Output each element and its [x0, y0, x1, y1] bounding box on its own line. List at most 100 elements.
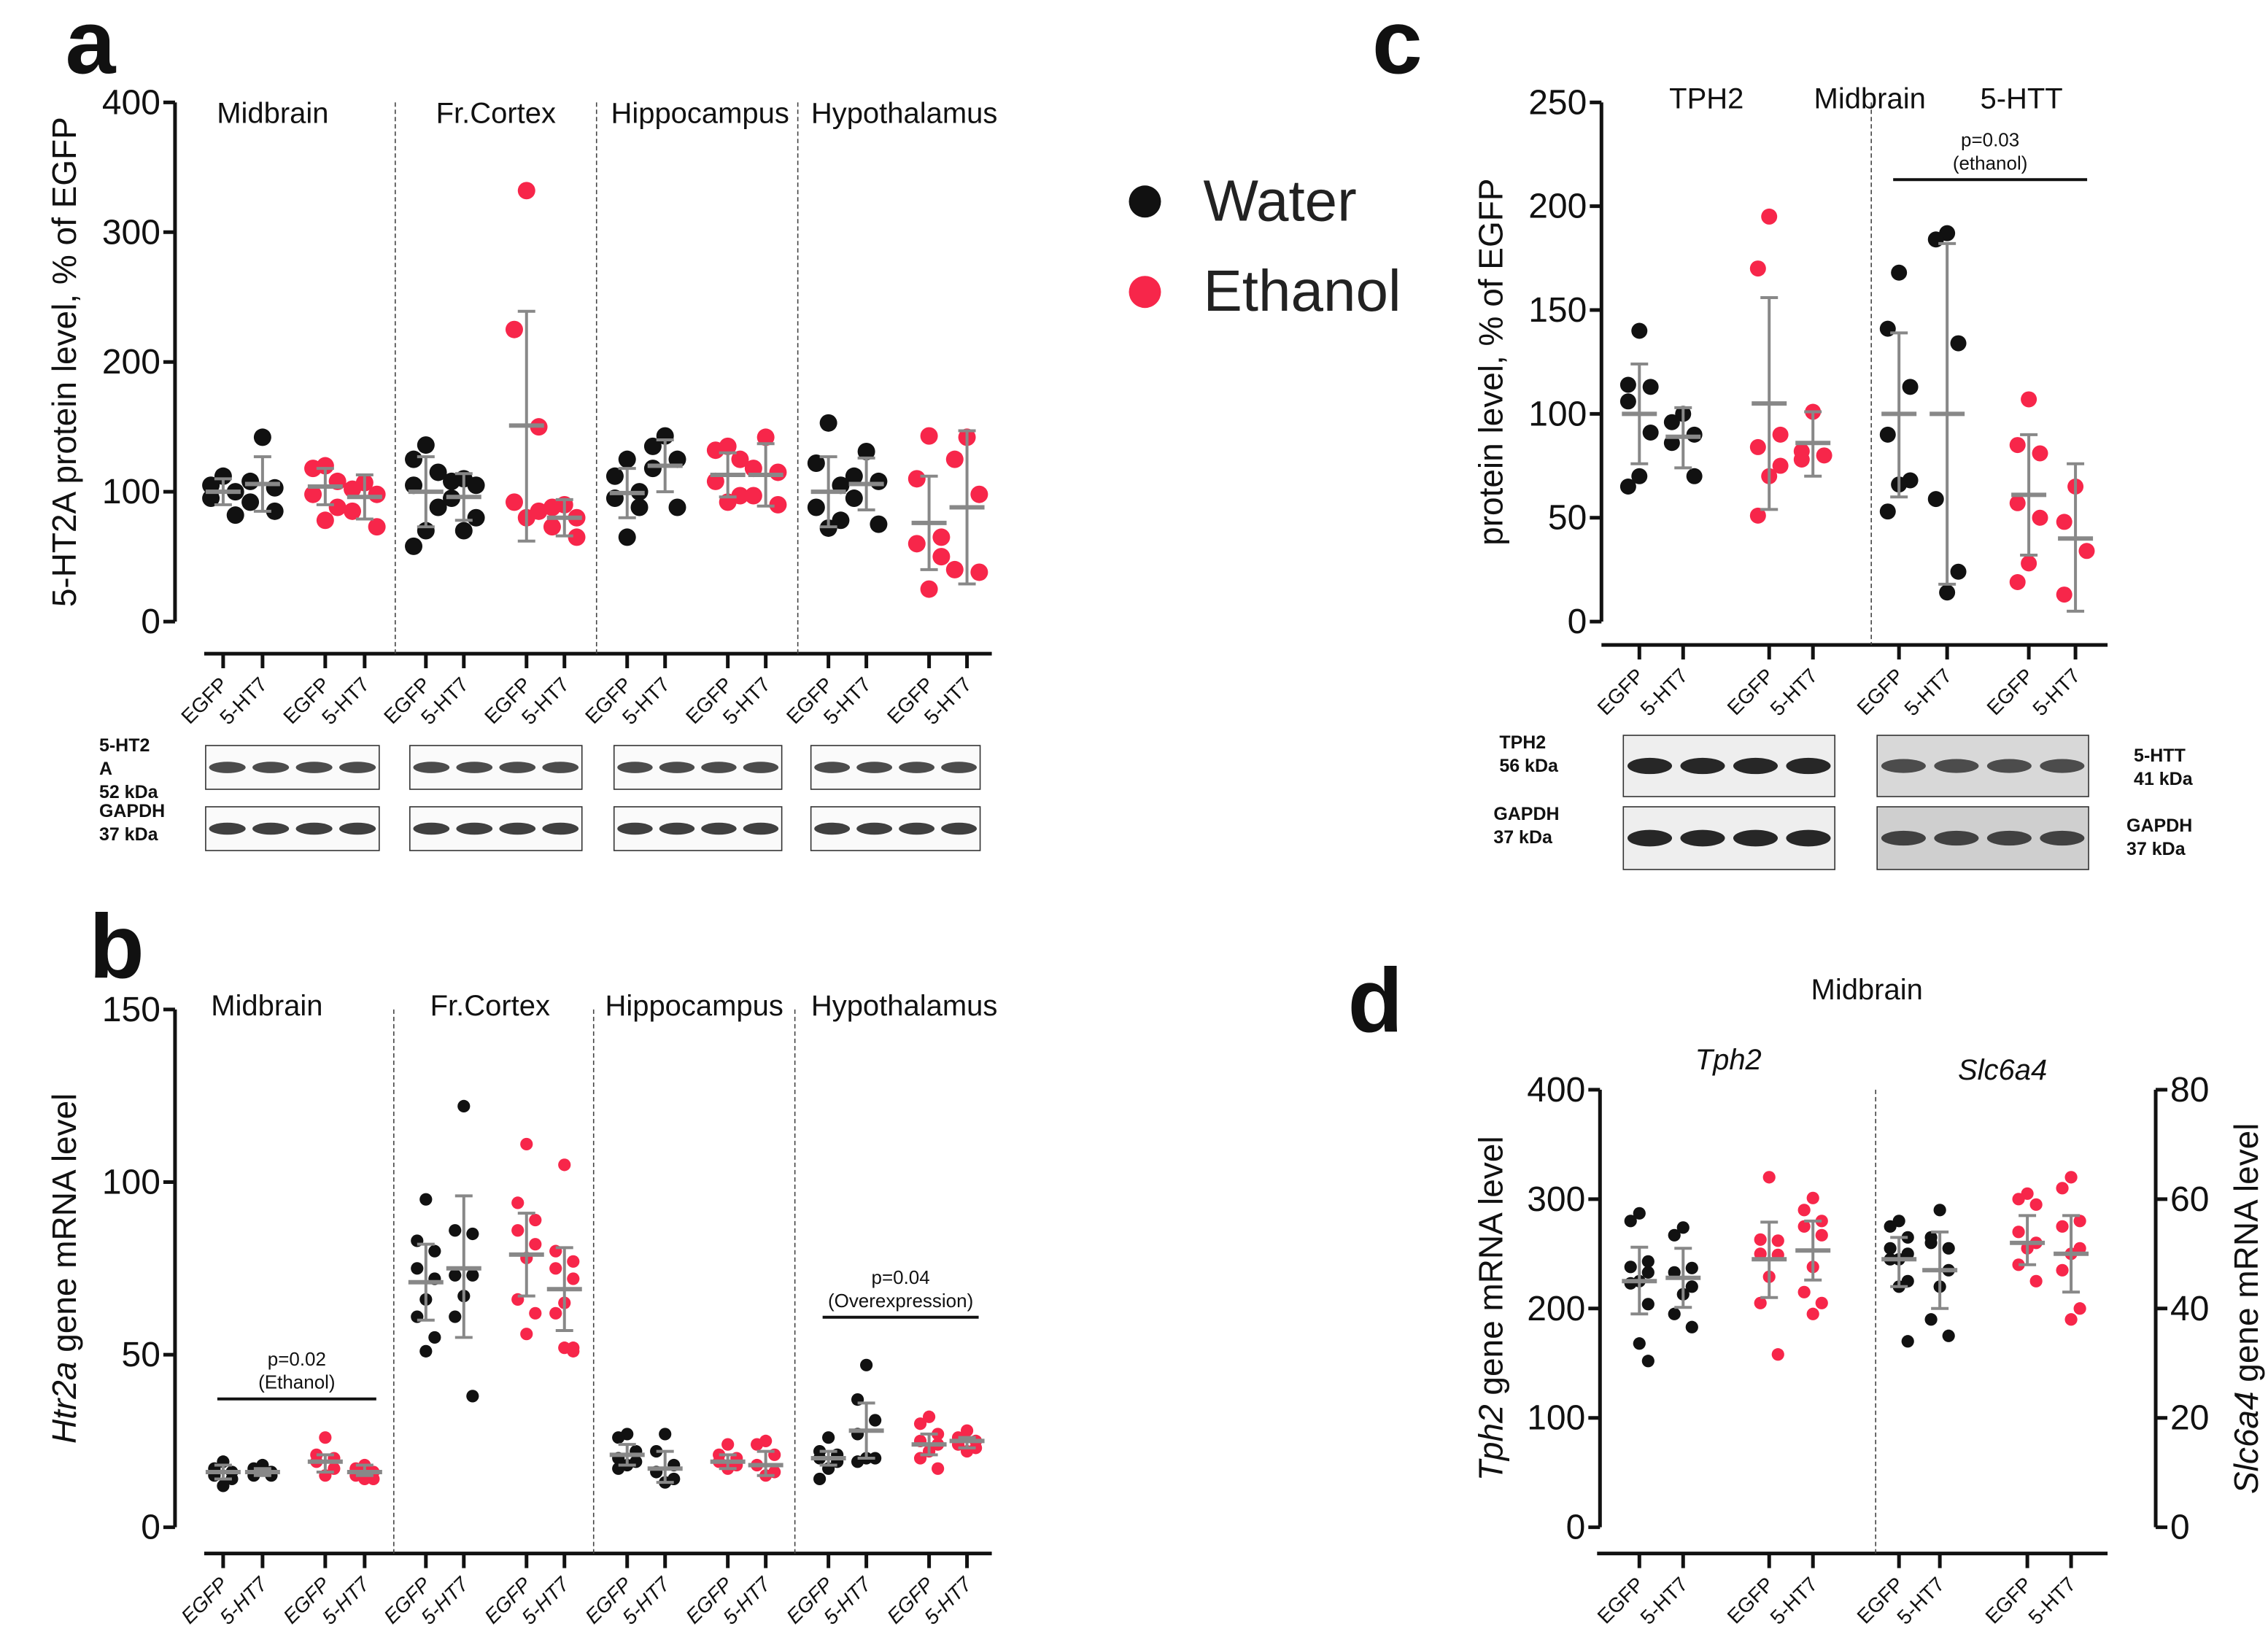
data-point [466, 1390, 479, 1403]
data-point [869, 1452, 882, 1465]
p-value-note: (Overexpression) [828, 1290, 973, 1312]
data-point [2009, 573, 2026, 590]
y-tick-label: 250 [1528, 83, 1587, 122]
p-value-note: (Ethanol) [258, 1371, 335, 1393]
protein-band [743, 822, 779, 835]
data-point [1933, 1204, 1946, 1217]
data-point [1950, 335, 1967, 352]
data-point [1927, 491, 1944, 508]
blot-strip [810, 745, 981, 790]
data-point [1901, 1335, 1914, 1348]
data-point [344, 480, 362, 498]
protein-band [339, 822, 376, 835]
data-point [1631, 322, 1648, 339]
protein-band [856, 762, 893, 773]
y-tick-label: 400 [102, 83, 160, 122]
p-value-label: p=0.02 [268, 1348, 326, 1370]
protein-band [209, 762, 246, 773]
blot-label: GAPDH [1493, 804, 1559, 824]
group-ethanol-5-ht7: 5-HT7 [1766, 403, 1832, 720]
data-point [316, 511, 334, 530]
blot-strip [810, 806, 981, 851]
data-point [428, 1244, 441, 1258]
data-point [731, 450, 749, 468]
data-point [643, 460, 662, 478]
blot-label: 5-HTT [2134, 746, 2186, 766]
y-tick-label: 0 [1566, 1509, 1586, 1547]
panel-letter: b [89, 897, 144, 997]
data-point [529, 1213, 542, 1227]
y-axis-label-gene: Tph2 [1471, 1404, 1509, 1481]
data-point [1815, 1296, 1828, 1309]
data-point [466, 1227, 479, 1241]
data-point [2064, 1313, 2078, 1326]
y-axis-label-text: gene mRNA level [1471, 1136, 1509, 1404]
p-value-label: p=0.04 [872, 1266, 930, 1288]
data-point [304, 485, 322, 503]
protein-band [1881, 830, 1926, 846]
data-point [659, 1428, 672, 1441]
group-water-egfp: EGFP [581, 450, 649, 728]
x-tick-label: EGFP [1593, 1573, 1649, 1628]
data-point [457, 1099, 471, 1113]
y-tick-label: 200 [102, 343, 160, 382]
data-point [1806, 1307, 1819, 1320]
protein-band [499, 822, 536, 835]
protein-band [701, 822, 737, 835]
data-point [2056, 514, 2072, 530]
protein-band [856, 822, 893, 835]
data-point [1806, 1191, 1819, 1204]
western-blots: TPH2 56 kDa GAPDH 37 kDa 5-HTT 41 kDa GAPDH 37 … [1493, 732, 2194, 870]
data-point [505, 320, 523, 338]
x-tick-label: 5-HT7 [2024, 1573, 2080, 1629]
data-point [443, 472, 460, 490]
region-title: Midbrain [211, 990, 322, 1022]
legend-water-marker [1129, 185, 1161, 218]
data-point [706, 441, 724, 460]
data-point [2009, 495, 2026, 511]
y-tick-label-right: 0 [2170, 1509, 2190, 1547]
data-point [920, 427, 938, 445]
data-point [253, 428, 271, 446]
data-point [845, 467, 863, 485]
data-point [467, 508, 485, 527]
panel-letter: c [1372, 0, 1423, 93]
group-water-5-ht7: 5-HT7 [1636, 406, 1703, 720]
data-point [558, 1158, 571, 1172]
blot-label: 52 kDa [99, 782, 159, 802]
y-tick-label: 0 [141, 603, 160, 641]
y-tick-label: 200 [1527, 1290, 1585, 1328]
protein-band [295, 822, 333, 835]
data-point [520, 1328, 533, 1341]
x-tick-label: EGFP [1981, 1573, 2037, 1628]
data-point [1771, 1234, 1784, 1247]
blot-label: 37 kDa [1493, 827, 1553, 848]
x-tick-label: 5-HT7 [1636, 1573, 1692, 1629]
data-point [1624, 1261, 1637, 1274]
protein-band [339, 762, 376, 773]
data-point [1663, 414, 1680, 430]
data-point [1772, 457, 1789, 474]
y-tick-label: 100 [102, 1163, 160, 1202]
group-ethanol-egfp: EGFP [480, 182, 548, 728]
protein-band [1680, 757, 1725, 775]
data-point [932, 1428, 945, 1441]
data-point [1884, 1220, 1897, 1233]
blot-label: GAPDH [2126, 816, 2192, 836]
data-point [405, 450, 423, 468]
group-water-egfp: EGFP [379, 436, 447, 728]
blot-strip [409, 806, 583, 851]
group-ethanol-egfp: EGFP [1983, 391, 2048, 719]
data-point [428, 1331, 441, 1344]
protein-band [1733, 757, 1778, 775]
data-point [1879, 503, 1896, 520]
data-point [517, 182, 535, 200]
data-point [2073, 1215, 2086, 1228]
protein-band [1628, 829, 1673, 847]
data-point [870, 515, 888, 533]
data-point [1749, 260, 1766, 277]
y-tick-label: 150 [102, 991, 160, 1029]
data-point [618, 528, 636, 546]
data-point [2021, 555, 2037, 572]
